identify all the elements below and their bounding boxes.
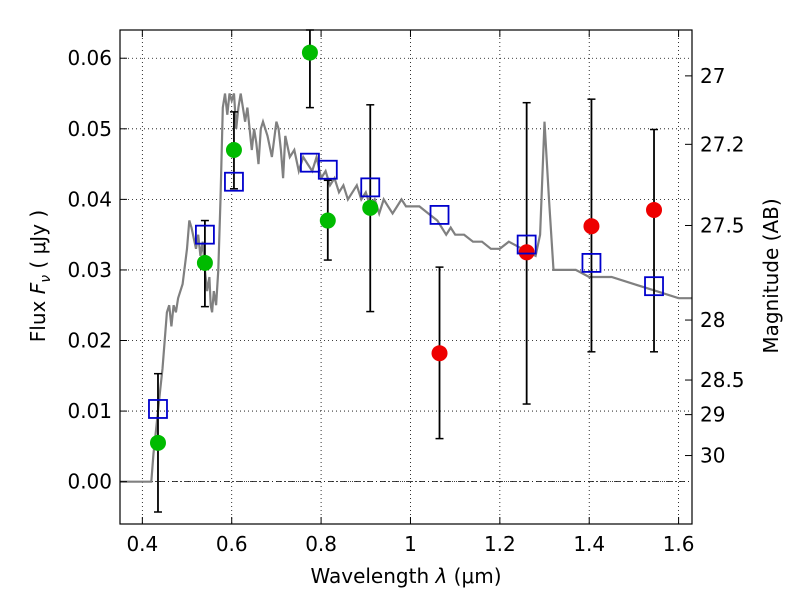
x-tick-label: 1.4 <box>573 532 605 556</box>
y-tick-label: 0.03 <box>67 258 112 282</box>
y-tick-label: 0.00 <box>67 470 112 494</box>
model-photometry-point <box>224 171 244 192</box>
x-tick-label: 0.6 <box>216 532 248 556</box>
right-tick-label: 27 <box>700 64 725 88</box>
right-tick-label: 28.5 <box>700 368 745 392</box>
x-tick-label: 1 <box>404 532 417 556</box>
data-point <box>518 244 535 261</box>
y-tick-label: 0.02 <box>67 329 112 353</box>
x-tick-label: 0.4 <box>126 532 158 556</box>
x-axis: 0.4 0.6 0.8 1 1.2 1.4 1.6 <box>126 30 695 556</box>
y-axis: 0.00 0.01 0.02 0.03 0.04 0.05 0.06 <box>67 46 127 494</box>
model-photometry-point <box>429 204 450 225</box>
y-tick-label: 0.05 <box>67 117 112 141</box>
model-photometry-point <box>317 159 338 180</box>
right-tick-label: 30 <box>700 444 725 468</box>
x-tick-label: 1.6 <box>663 532 695 556</box>
y-tick-label: 0.06 <box>67 46 112 70</box>
model-photometry-point <box>516 234 537 255</box>
data-point <box>196 254 213 271</box>
data-point <box>301 44 318 61</box>
data-point <box>362 199 379 216</box>
data-point <box>646 201 663 218</box>
y-axis-label: Flux Fν ( μJy ) <box>26 210 54 342</box>
x-axis-label: Wavelength λ (μm) <box>310 564 501 588</box>
x-tick-label: 1.2 <box>484 532 516 556</box>
model-photometry-point <box>148 399 168 419</box>
model-photometry-point <box>360 177 381 198</box>
data-point <box>225 141 242 158</box>
grid <box>120 30 692 524</box>
data-point <box>583 218 600 235</box>
y-tick-label: 0.01 <box>67 399 112 423</box>
plot-frame <box>119 29 693 525</box>
right-axis: 27 27.2 27.5 28 28.5 29 30 <box>685 64 745 468</box>
y-tick-label: 0.04 <box>67 187 112 211</box>
right-axis-label: Magnitude (AB) <box>759 198 783 353</box>
right-tick-label: 29 <box>700 403 725 427</box>
x-tick-label: 0.8 <box>305 532 337 556</box>
right-tick-label: 27.2 <box>700 132 745 156</box>
data-point <box>319 212 336 229</box>
right-tick-label: 28 <box>700 308 725 332</box>
right-tick-label: 27.5 <box>700 213 745 237</box>
data-points <box>148 44 664 451</box>
model-photometry-point <box>644 276 664 297</box>
model-photometry-point <box>581 252 602 273</box>
model-photometry-point <box>195 224 215 245</box>
data-point <box>431 345 448 362</box>
data-point <box>149 434 166 451</box>
